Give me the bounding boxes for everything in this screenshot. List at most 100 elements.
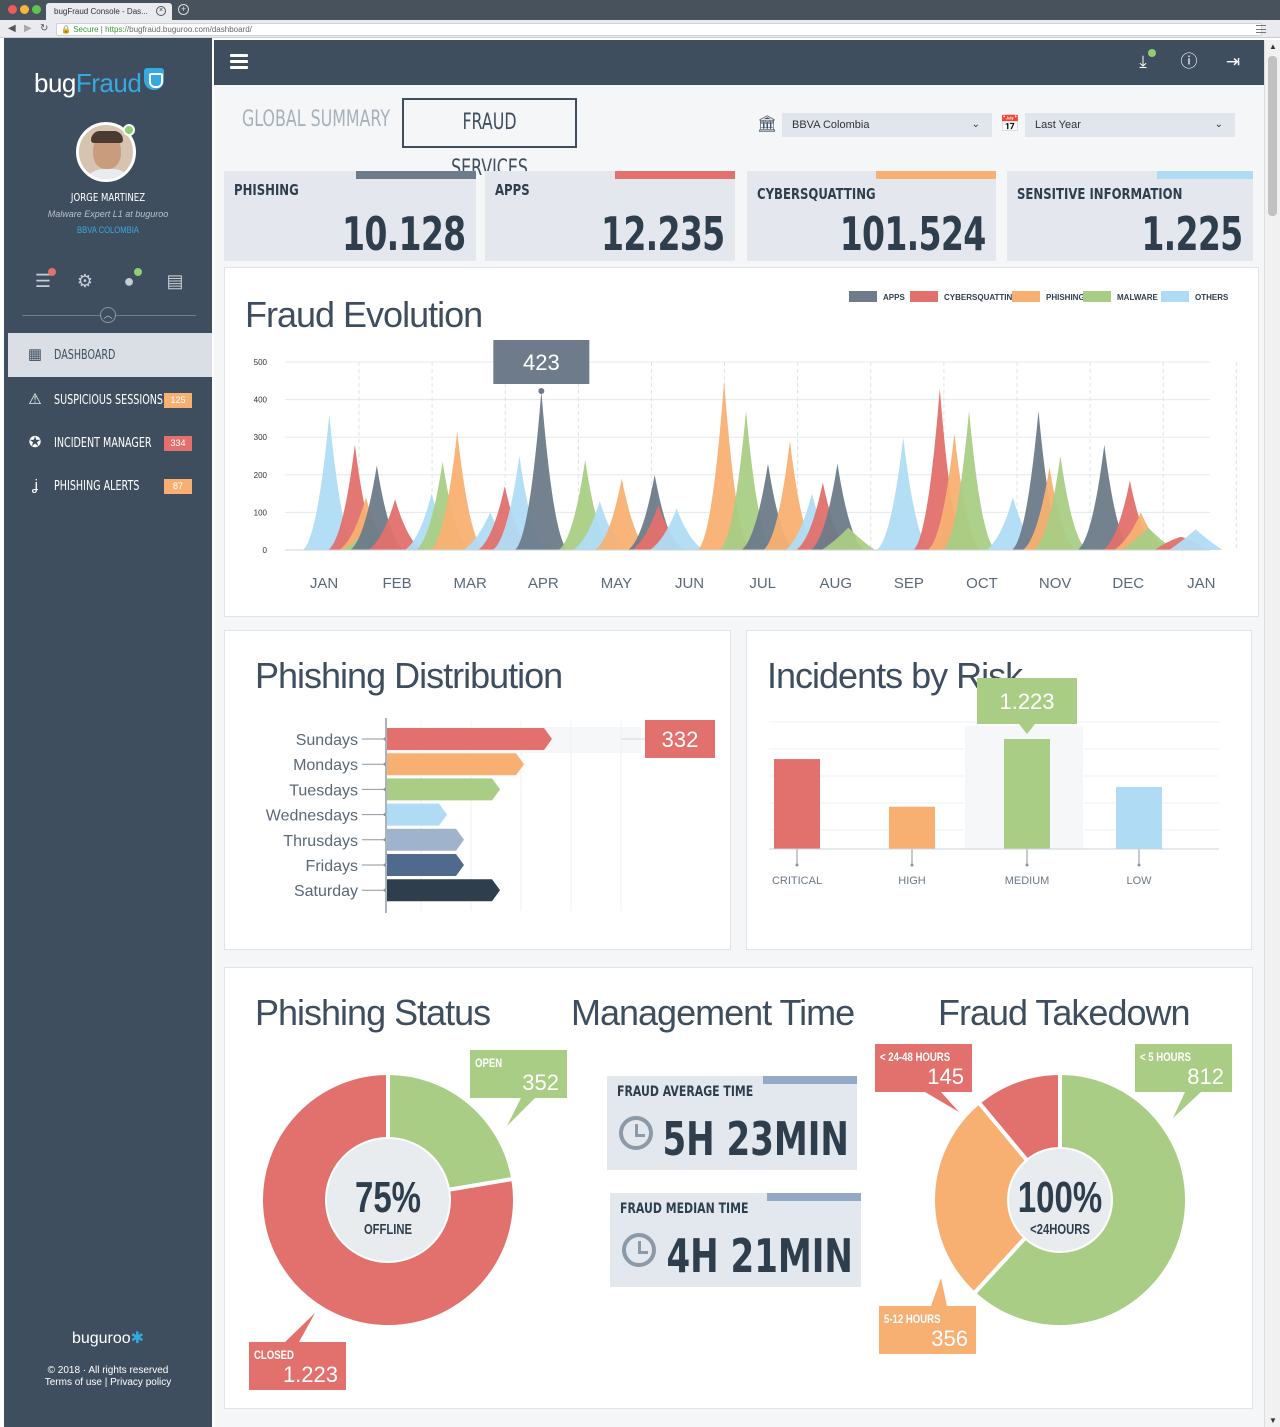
y-tick-label: 500 (254, 358, 268, 367)
window-minimize-dot[interactable] (20, 5, 29, 14)
user-organization[interactable]: BBVA COLOMBIA (77, 225, 139, 235)
info-icon[interactable]: ⓘ (1180, 52, 1198, 71)
scrollbar-thumb[interactable] (1268, 56, 1277, 216)
callout-value: 1.223 (283, 1362, 338, 1387)
buguroo-logo-text: buguroo (71, 1330, 131, 1347)
sidebar-item-label: SUSPICIOUS SESSIONS (54, 393, 164, 408)
sidebar: bugFraud JORGE MARTINEZ Malware Expert L… (4, 38, 212, 1427)
tab-fraud-services[interactable]: FRAUD SERVICES (402, 98, 577, 181)
window-close-dot[interactable] (8, 5, 17, 14)
window-maximize-dot[interactable] (32, 5, 41, 14)
period-select[interactable]: Last Year ⌄ (1025, 113, 1235, 137)
entity-select-value: BBVA Colombia (792, 119, 870, 131)
sidebar-item-phishing-alerts[interactable]: ʝ PHISHING ALERTS 87 (8, 464, 212, 508)
kpi-value: 101.524 (840, 207, 987, 261)
callout-pointer (1173, 1092, 1201, 1118)
terms-link[interactable]: Terms of use (44, 1377, 102, 1388)
fraud-average-time-box: FRAUD AVERAGE TIME 5H 23MIN (607, 1076, 857, 1170)
kpi-label: APPS (495, 181, 530, 199)
calendar-icon: 📅 (1000, 116, 1020, 133)
kpi-card-cybersquatting[interactable]: CYBERSQUATTING 101.524 (747, 171, 996, 261)
kpi-color-bar (615, 171, 735, 179)
download-icon[interactable]: ⤓ (1132, 49, 1156, 73)
area-peak-others (302, 414, 356, 550)
reload-icon[interactable]: ↻ (40, 23, 49, 34)
x-tick-label: MAR (454, 575, 488, 592)
area-peak-malware (1033, 456, 1088, 550)
callout-value: 332 (662, 727, 699, 752)
kpi-color-bar (1157, 171, 1253, 179)
callout-box (249, 1342, 346, 1390)
tab-global-summary[interactable]: GLOBAL SUMMARY (242, 107, 391, 132)
kpi-card-phishing[interactable]: PHISHING 10.128 (224, 171, 476, 261)
bugfraud-logo[interactable]: bugFraud (34, 68, 165, 99)
kpi-value: 10.128 (342, 207, 467, 261)
donut-center (1009, 1149, 1111, 1251)
count-badge: 334 (164, 436, 192, 451)
url-field[interactable]: 🔒 Secure | https://bugfraud.buguroo.com/… (56, 23, 1262, 36)
bar-low (1116, 786, 1162, 849)
url-separator: | (100, 25, 106, 34)
fraud-takedown-center-label: <24HOURS (1030, 1220, 1090, 1237)
x-tick-label: NOV (1039, 575, 1072, 592)
kpi-label: PHISHING (234, 181, 299, 199)
kpi-card-sensitive-information[interactable]: SENSITIVE INFORMATION 1.225 (1007, 171, 1253, 261)
bar-high (889, 806, 935, 849)
kpi-color-bar (356, 171, 476, 179)
layout-icon[interactable]: ▤ (166, 271, 184, 291)
privacy-link[interactable]: Privacy policy (110, 1377, 172, 1388)
fraud-evolution-card: Fraud Evolution 0 100 200 300 400 500 JAN FEB MA… (224, 267, 1259, 617)
scroll-up-icon[interactable]: ▲ (1269, 42, 1277, 51)
x-tick-label: JAN (1187, 575, 1215, 592)
area-peak-others (649, 508, 704, 550)
category-label: HIGH (898, 875, 926, 887)
hamburger-menu-icon[interactable] (230, 54, 248, 70)
chat-icon[interactable]: ● (118, 268, 142, 292)
buguroo-mark-icon: ✱ (130, 1330, 145, 1347)
label-leader-dot (383, 737, 387, 741)
clock-icon (622, 1233, 656, 1267)
back-icon[interactable]: ◀ (8, 23, 16, 34)
list-icon[interactable]: ☰ (32, 268, 56, 292)
label-leader-dot (383, 863, 387, 867)
bar-saturday (387, 879, 500, 902)
scroll-down-icon[interactable]: ▼ (1269, 1416, 1277, 1425)
x-tick-label: APR (528, 575, 559, 592)
logout-icon[interactable]: ⇥ (1225, 52, 1241, 71)
time-color-bar (767, 1193, 861, 1201)
buguroo-logo[interactable]: buguroo✱ (4, 1328, 212, 1348)
callout-box (645, 720, 715, 758)
browser-menu-icon[interactable] (1256, 25, 1266, 33)
browser-tab[interactable]: bugFraud Console - Das... × (46, 3, 172, 20)
page-scrollbar[interactable]: ▲ ▼ (1264, 40, 1280, 1427)
collapse-icon[interactable]: ︿ (100, 307, 116, 323)
legend-label: CYBERSQUATTING (944, 293, 1019, 302)
sidebar-item-dashboard[interactable]: ▦ DASHBOARD (8, 333, 212, 377)
entity-select[interactable]: BBVA Colombia ⌄ (782, 113, 992, 137)
legend-label: MALWARE (1117, 293, 1159, 302)
x-tick-label: MAY (601, 575, 632, 592)
area-peak-apps (514, 390, 568, 550)
label-leader-dot (383, 813, 387, 817)
x-tick-label: FEB (383, 575, 412, 592)
area-peak-apps (1077, 444, 1131, 550)
callout-pointer (285, 1313, 315, 1342)
callout-box (879, 1306, 976, 1354)
y-tick-label: 400 (254, 396, 268, 405)
kpi-card-apps[interactable]: APPS 12.235 (485, 171, 735, 261)
kpi-value: 1.225 (1141, 207, 1244, 261)
legend-swatch (1161, 291, 1189, 302)
x-tick-label: DEC (1112, 575, 1144, 592)
count-badge: 87 (164, 479, 192, 494)
gear-icon[interactable]: ⚙ (76, 271, 94, 291)
sidebar-item-suspicious-sessions[interactable]: ⚠ SUSPICIOUS SESSIONS 125 (8, 378, 212, 422)
forward-icon[interactable]: ▶ (24, 23, 32, 34)
sidebar-item-incident-manager[interactable]: ✪ INCIDENT MANAGER 334 (8, 421, 212, 465)
category-label: Thrusdays (283, 833, 358, 850)
incident-icon: ✪ (28, 434, 42, 451)
new-tab-icon[interactable]: + (178, 4, 189, 15)
hook-icon: ʝ (32, 477, 38, 494)
logo-text-bug: bug (34, 68, 76, 98)
tab-close-icon[interactable]: × (156, 6, 166, 16)
time-label: FRAUD AVERAGE TIME (617, 1084, 754, 1100)
